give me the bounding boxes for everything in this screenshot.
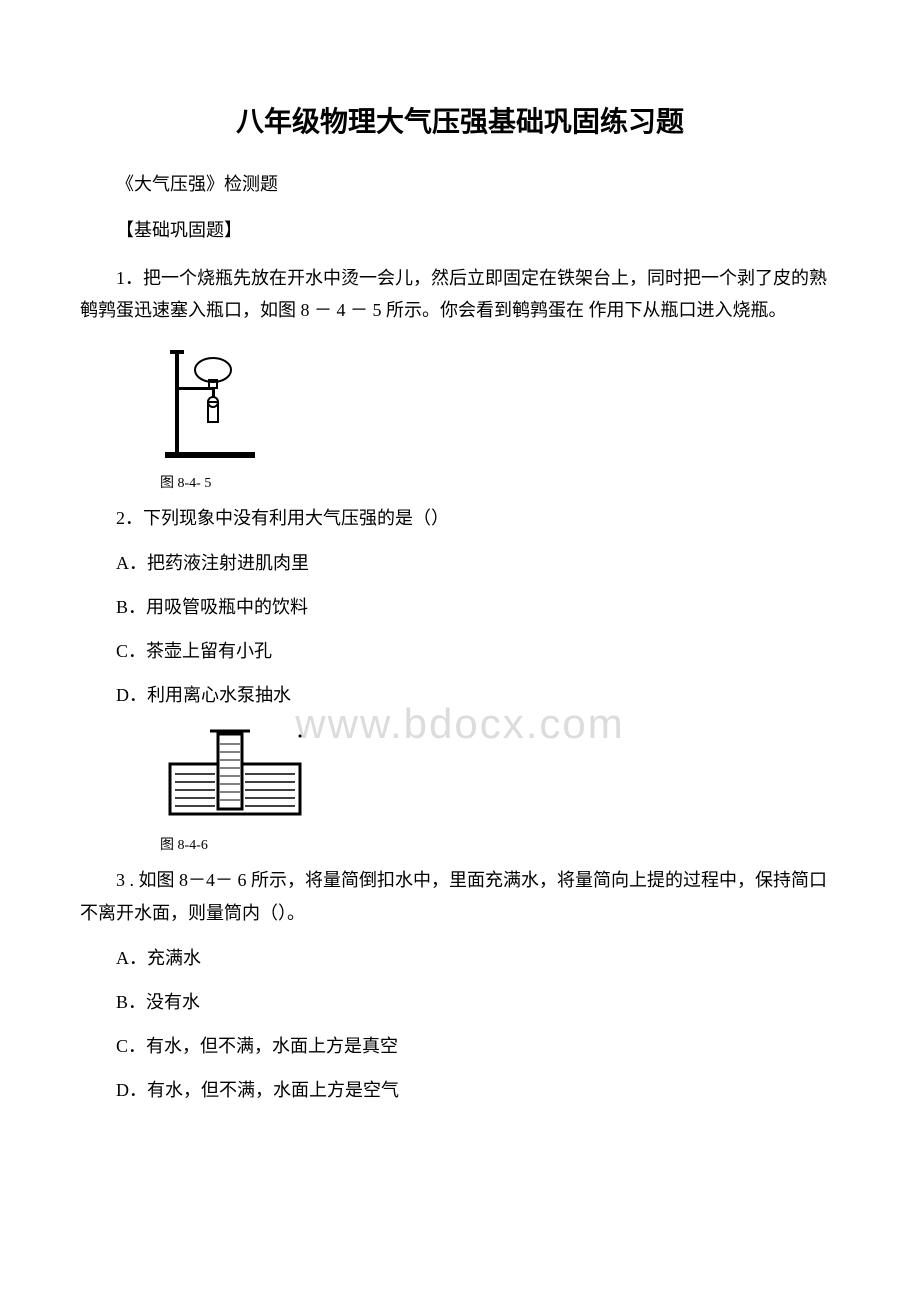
q3-option-b: B．没有水 <box>80 988 840 1017</box>
q2-option-b: B．用吸管吸瓶中的饮料 <box>80 593 840 622</box>
figure-2-caption: 图 8-4-6 <box>160 834 840 854</box>
figure-2: 图 8-4-6 <box>160 724 840 854</box>
q2-option-c: C．茶壶上留有小孔 <box>80 637 840 666</box>
figure-1: 图 8-4- 5 <box>160 342 840 492</box>
page-title: 八年级物理大气压强基础巩固练习题 <box>80 100 840 140</box>
q3-option-a: A．充满水 <box>80 944 840 973</box>
section-label: 【基础巩固题】 <box>80 216 840 242</box>
question-1: 1．把一个烧瓶先放在开水中烫一会儿，然后立即固定在铁架台上，同时把一个剥了皮的熟… <box>80 262 840 327</box>
question-2: 2．下列现象中没有利用大气压强的是（） <box>80 502 840 534</box>
q2-option-d: D．利用离心水泵抽水 <box>80 681 840 710</box>
figure-1-caption: 图 8-4- 5 <box>160 472 840 492</box>
q2-option-a: A．把药液注射进肌肉里 <box>80 549 840 578</box>
content: 八年级物理大气压强基础巩固练习题 《大气压强》检测题 【基础巩固题】 1．把一个… <box>80 100 840 1104</box>
figure-2-svg <box>160 724 310 824</box>
q3-option-d: D．有水，但不满，水面上方是空气 <box>80 1076 840 1105</box>
subtitle: 《大气压强》检测题 <box>80 170 840 196</box>
question-3: 3 . 如图 8－4－ 6 所示，将量简倒扣水中，里面充满水，将量简向上提的过程… <box>80 864 840 929</box>
q3-option-c: C．有水，但不满，水面上方是真空 <box>80 1032 840 1061</box>
figure-1-svg <box>160 342 280 462</box>
